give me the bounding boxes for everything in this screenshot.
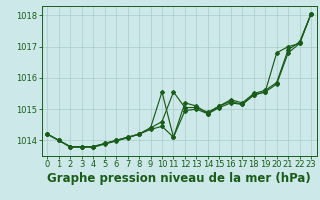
X-axis label: Graphe pression niveau de la mer (hPa): Graphe pression niveau de la mer (hPa) (47, 172, 311, 185)
